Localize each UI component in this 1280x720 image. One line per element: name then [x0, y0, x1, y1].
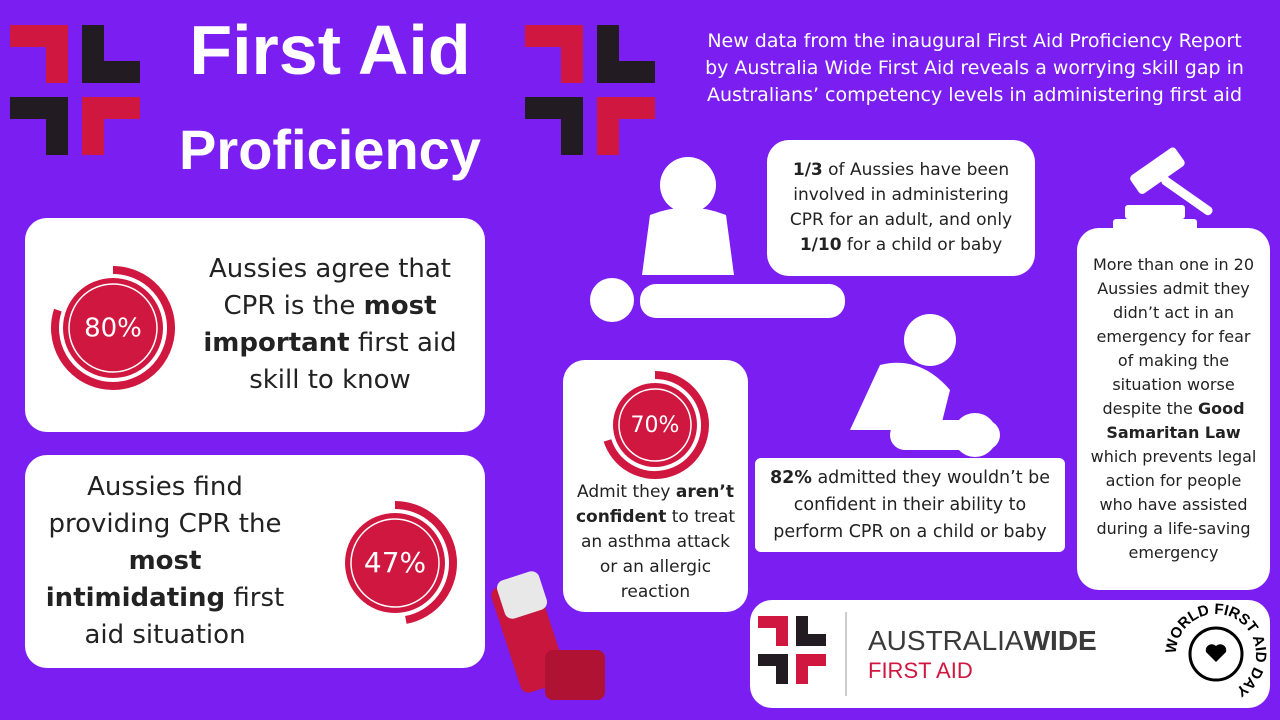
ring-arc — [51, 266, 175, 390]
ring-arc — [394, 501, 457, 624]
ring-core — [613, 383, 697, 467]
ring-arc — [603, 371, 709, 479]
stat-text: Admit they — [577, 481, 676, 502]
fact-text: More than one in 20 Aussies admit they d… — [1092, 255, 1255, 418]
cross-right — [525, 25, 655, 155]
ring-label: 47% — [364, 546, 426, 579]
inhaler — [491, 571, 605, 700]
stat-text-bold: most important — [203, 291, 437, 358]
fact-text: of Aussies have been involved in adminis… — [789, 160, 1013, 230]
ring-label: 70% — [631, 413, 680, 438]
stat-text: Aussies agree that CPR is the — [209, 254, 451, 321]
logo-name-bold: WIDE — [1024, 625, 1097, 656]
ring-inner-line — [618, 388, 692, 462]
logo-name: AUSTRALIA — [868, 625, 1024, 656]
fact-text: for a child or baby — [841, 235, 1003, 255]
stat-text: first aid skill to know — [249, 328, 457, 395]
intro-line: by Australia Wide First Aid reveals a wo… — [705, 57, 1244, 79]
ring-inner-line — [68, 283, 158, 373]
fact-text: which prevents legal action for people w… — [1090, 447, 1257, 562]
subtitle: Proficiency — [179, 118, 481, 181]
fact-bold: 1/3 — [792, 160, 823, 180]
logo-tagline: FIRST AID — [868, 658, 973, 683]
stat-text: to treat an asthma attack or an allergic… — [580, 506, 736, 602]
intro-line: Australians’ competency levels in admini… — [706, 84, 1242, 106]
fact-card: 82% admitted they wouldn’t be confident … — [755, 458, 1065, 552]
cross-left — [10, 25, 140, 155]
gavel — [1113, 147, 1213, 233]
intro: New data from the inaugural First Aid Pr… — [672, 28, 1277, 109]
fact-text: admitted they wouldn’t be confident in t… — [773, 467, 1051, 542]
stat-text: Aussies find providing CPR the — [48, 472, 282, 539]
stat-text-bold: aren’t confident — [575, 481, 734, 527]
ring-label: 80% — [84, 314, 142, 344]
ring-chart: 47% — [345, 501, 457, 624]
stat-text: first aid situation — [84, 583, 285, 650]
ring-chart: 70% — [603, 371, 709, 479]
fact-card: 1/3 of Aussies have been involved in adm… — [767, 140, 1035, 276]
title: First Aid — [189, 11, 471, 89]
stat-text-bold: most intimidating — [45, 546, 226, 613]
fact-bold: 1/10 — [799, 235, 842, 255]
ring-inner-line — [350, 518, 440, 608]
svg-text:AUSTRALIAWIDE: AUSTRALIAWIDE — [868, 625, 1097, 656]
fact-bold: Good Samaritan Law — [1106, 399, 1245, 442]
logo-card: AUSTRALIAWIDE FIRST AID WORLD FIRST AID … — [750, 600, 1270, 708]
intro-line: New data from the inaugural First Aid Pr… — [707, 30, 1242, 52]
ring-core — [63, 278, 163, 378]
child-cpr-illustration — [850, 314, 1000, 457]
logo-graphics: AUSTRALIAWIDE FIRST AID WORLD FIRST AID … — [758, 601, 1269, 700]
ring-core — [345, 513, 445, 613]
stat-card: Aussies agree that CPR is the most impor… — [25, 218, 485, 432]
ring-chart: 80% — [51, 266, 175, 390]
cpr-illustration — [590, 157, 845, 322]
fact-bold: 82% — [769, 467, 812, 488]
fact-card: More than one in 20 Aussies admit they d… — [1077, 228, 1270, 590]
stat-card: Admit they aren’t confident to treat an … — [563, 360, 748, 612]
